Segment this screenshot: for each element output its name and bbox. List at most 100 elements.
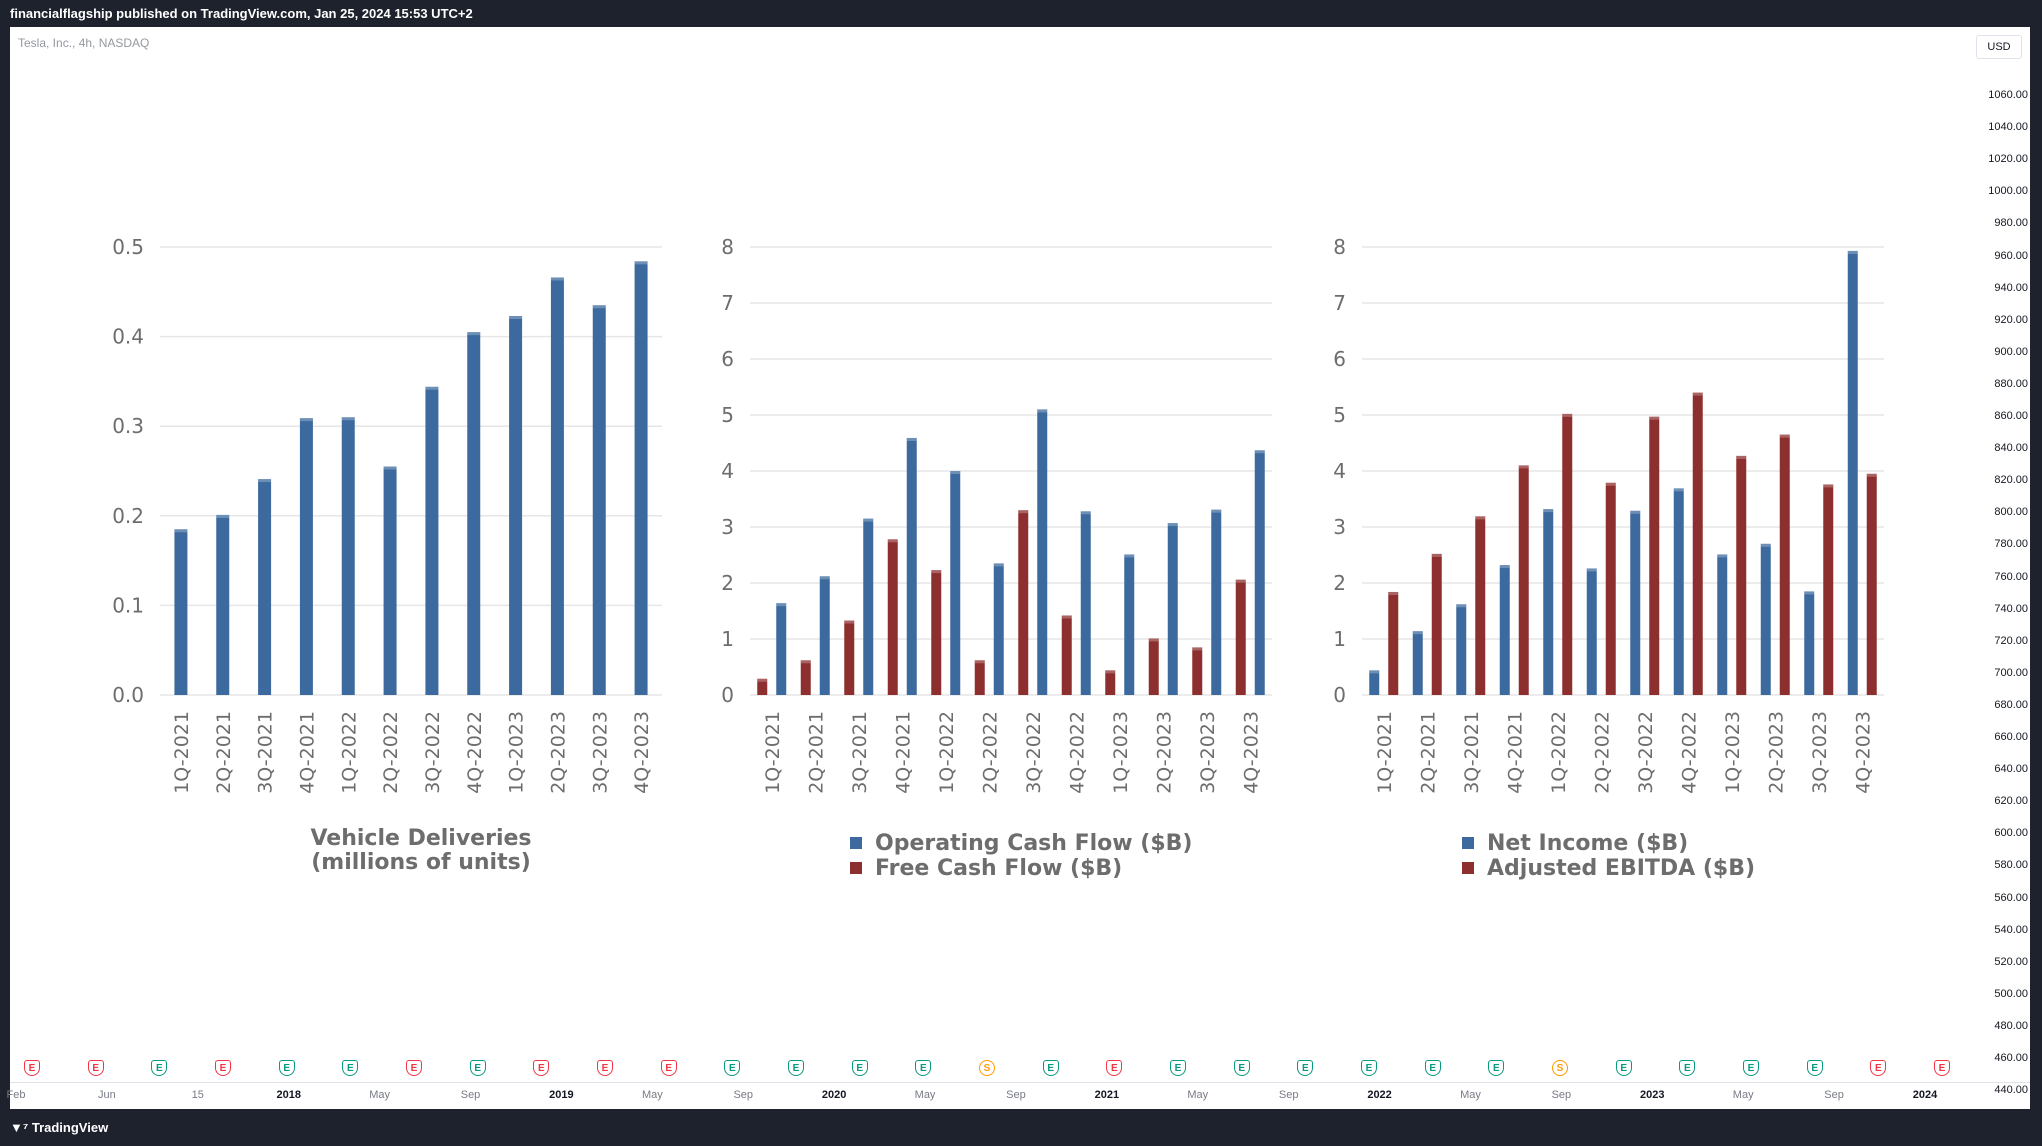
y-tick-label: 0.4 [112,325,144,349]
chart-title: (millions of units) [311,850,531,875]
bar-cap [1804,591,1815,595]
earnings-event-icon[interactable]: E [469,1060,486,1076]
earnings-event-icon[interactable]: E [1170,1060,1186,1076]
bar-cap [863,518,874,522]
earnings-event-icon[interactable]: E [724,1060,741,1076]
time-label: Sep [1824,1089,1844,1101]
tradingview-logo[interactable]: ▼⁷ TradingView [10,1120,108,1135]
y-tick-label: 4 [721,459,734,483]
bar-cap [1673,488,1684,492]
earnings-event-icon[interactable]: E [24,1060,40,1076]
bar-cap [1692,392,1703,396]
bar-cap [1388,591,1399,595]
earnings-event-icon[interactable]: E [87,1060,104,1076]
earnings-event-icon[interactable]: E [1488,1060,1505,1076]
bar-red [1649,416,1660,695]
bar-cap [1717,554,1728,558]
earnings-event-icon[interactable]: E [1679,1060,1696,1076]
earnings-event-icon[interactable]: E [915,1060,932,1076]
earnings-event-icon[interactable]: E [1806,1060,1823,1076]
currency-button[interactable]: USD [1976,35,2022,59]
earnings-event-icon[interactable]: E [1934,1060,1950,1076]
bar-cap [950,471,961,474]
bar-cap [1847,250,1858,254]
x-tick-label: 4Q-2022 [1678,711,1700,794]
bar-cap [993,563,1004,567]
earnings-event-icon[interactable]: E [1297,1060,1314,1076]
bar-red [1018,510,1029,695]
bar-blue [174,529,188,695]
bar-cap [1630,510,1641,514]
y-tick-label: 5 [721,403,734,427]
y-tick-label: 3 [721,515,734,539]
split-event-icon[interactable]: S [1552,1060,1568,1076]
bar-blue [1543,509,1554,695]
time-label: Sep [733,1089,754,1101]
price-label: 1000.00 [1988,185,2028,198]
bar-cap [216,514,230,518]
earnings-event-icon[interactable]: E [151,1060,168,1076]
earnings-event-icon[interactable]: E [1424,1060,1441,1076]
bar-red [1605,482,1616,695]
x-tick-label: 2Q-2022 [1591,711,1613,794]
time-label: 2020 [821,1089,847,1101]
bar-blue [509,315,523,695]
split-event-icon[interactable]: S [979,1060,995,1076]
y-tick-label: 2 [721,571,734,595]
earnings-event-icon[interactable]: E [1361,1060,1377,1076]
bar-red [844,620,855,695]
price-label: 760.00 [1994,570,2028,583]
bar-cap [1080,511,1091,515]
price-axis[interactable]: 1060.00 1040.00 1020.00 1000.00 980.00 960.00… [1972,63,2030,1103]
time-axis[interactable]: Feb Jun 15 2018 May Sep 2019 May Sep 2020 May Sep 20… [7,1085,2030,1107]
bar-blue [1804,591,1815,695]
earnings-event-icon[interactable]: E [278,1060,295,1076]
bar-cap [1369,670,1380,674]
bar-cap [1866,473,1877,477]
bar-cap [1456,604,1467,608]
x-tick-label: 3Q-2021 [849,711,871,794]
time-label: 2023 [1640,1089,1665,1101]
price-label: 700.00 [1994,666,2028,679]
earnings-event-icon[interactable]: E [533,1060,550,1076]
earnings-event-icon[interactable]: E [597,1060,613,1076]
bar-blue [819,576,830,695]
bar-blue [341,417,355,695]
earnings-event-icon[interactable]: E [342,1060,359,1076]
price-label: 660.00 [1994,731,2028,743]
earnings-event-icon[interactable]: E [1233,1060,1250,1076]
bar-cap [844,620,855,624]
legend-label: Operating Cash Flow ($B) [875,831,1192,856]
bar-blue [1673,488,1684,695]
bar-blue [258,479,272,695]
time-label: May [1460,1089,1481,1101]
x-tick-label: 3Q-2023 [1809,711,1831,794]
earnings-event-icon[interactable]: E [1870,1060,1887,1076]
earnings-event-icon[interactable]: E [660,1060,677,1076]
bar-blue [1760,543,1771,695]
earnings-event-icon[interactable]: E [851,1060,868,1076]
bar-blue [1080,511,1091,695]
x-tick-label: 1Q-2022 [936,711,958,794]
bar-blue [1124,554,1135,695]
earnings-event-icon[interactable]: E [788,1060,804,1076]
earnings-event-icon[interactable]: E [406,1060,422,1076]
time-label: 2022 [1367,1089,1392,1101]
price-label: 480.00 [1994,1019,2028,1032]
x-tick-label: 1Q-2021 [171,711,193,794]
earnings-event-icon[interactable]: E [1042,1060,1059,1076]
price-label: 780.00 [1994,538,2028,551]
earnings-event-icon[interactable]: E [1743,1060,1759,1076]
earnings-event-icon[interactable]: E [1106,1060,1123,1076]
x-tick-label: 4Q-2021 [296,711,318,794]
y-tick-label: 7 [721,291,734,315]
time-label: Sep [1278,1089,1299,1101]
price-label: 940.00 [1994,281,2028,294]
earnings-event-icon[interactable]: E [1615,1060,1632,1076]
chart-panel: Tesla, Inc., 4h, NASDAQ USD 1060.00 1040.… [7,27,2030,1109]
earnings-event-icon[interactable]: E [215,1060,231,1076]
bar-red [1148,638,1159,695]
bar-blue [863,518,874,695]
x-tick-label: 3Q-2021 [255,711,277,794]
bar-blue [550,277,564,695]
